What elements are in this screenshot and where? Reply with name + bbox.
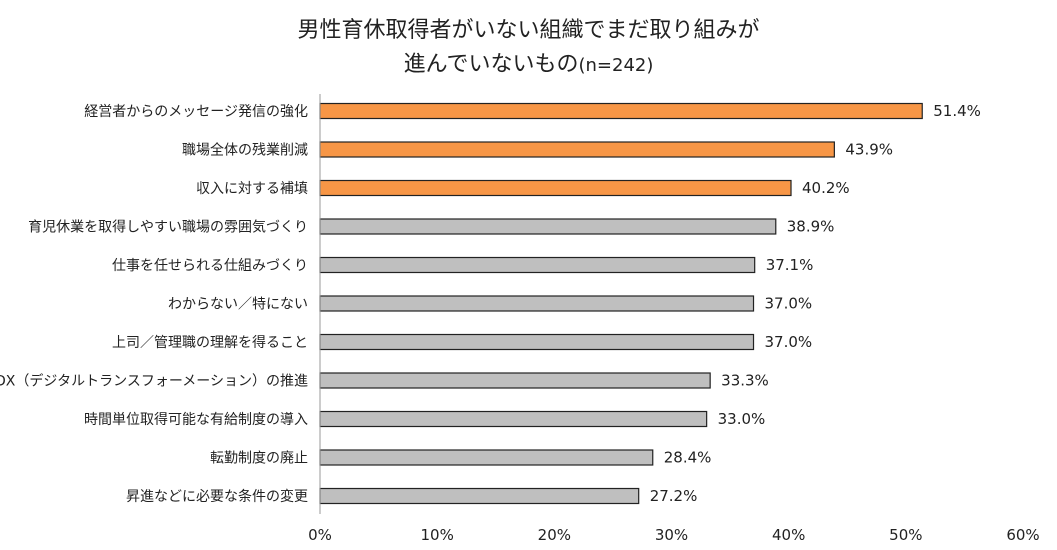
value-label: 27.2% bbox=[650, 487, 698, 505]
bar bbox=[319, 410, 708, 428]
value-label: 28.4% bbox=[664, 449, 712, 467]
value-label: 33.0% bbox=[718, 410, 766, 428]
category-label: 昇進などに必要な条件の変更 bbox=[126, 488, 308, 505]
chart-title-line2: 進んでいないもの(n=242) bbox=[0, 46, 1057, 78]
value-label: 33.3% bbox=[721, 372, 769, 390]
x-tick-label: 30% bbox=[655, 526, 688, 544]
x-tick-label: 0% bbox=[308, 526, 332, 544]
category-label: 収入に対する補填 bbox=[196, 181, 308, 197]
category-label: 経営者からのメッセージ発信の強化 bbox=[84, 104, 308, 120]
category-label: わからない／特にない bbox=[168, 297, 308, 313]
value-label: 51.4% bbox=[933, 102, 981, 120]
value-label: 37.0% bbox=[765, 333, 813, 351]
category-label: DX（デジタルトランスフォーメーション）の推進 bbox=[0, 373, 308, 390]
x-tick-label: 20% bbox=[538, 526, 571, 544]
bar bbox=[319, 102, 923, 120]
bar bbox=[319, 295, 755, 312]
value-label: 40.2% bbox=[802, 179, 850, 197]
chart-title-line1: 男性育休取得者がいない組織でまだ取り組みが bbox=[297, 18, 760, 43]
value-label: 37.1% bbox=[766, 256, 814, 274]
chart-title-line2-text: 進んでいないもの bbox=[403, 52, 579, 77]
category-label: 育児休業を取得しやすい職場の雰囲気づくり bbox=[28, 219, 308, 236]
category-label: 仕事を任せられる仕組みづくり bbox=[112, 258, 308, 274]
category-label: 転勤制度の廃止 bbox=[210, 450, 308, 467]
bar bbox=[319, 449, 654, 466]
bar bbox=[319, 487, 640, 505]
value-label: 38.9% bbox=[787, 218, 835, 236]
bar bbox=[319, 256, 756, 274]
bar bbox=[319, 372, 711, 389]
x-tick-label: 40% bbox=[772, 526, 805, 544]
value-label: 43.9% bbox=[845, 141, 893, 159]
x-tick-label: 60% bbox=[1006, 526, 1039, 544]
x-tick-label: 10% bbox=[420, 526, 453, 544]
bar bbox=[319, 141, 835, 158]
bar bbox=[319, 179, 792, 197]
category-label: 時間単位取得可能な有給制度の導入 bbox=[84, 411, 308, 428]
bar bbox=[319, 333, 755, 351]
x-tick-label: 50% bbox=[889, 526, 922, 544]
value-label: 37.0% bbox=[765, 295, 813, 313]
category-label: 職場全体の残業削減 bbox=[182, 142, 308, 159]
category-label: 上司／管理職の理解を得ること bbox=[112, 334, 308, 351]
chart-title-sample-size: (n=242) bbox=[578, 55, 654, 76]
bar bbox=[319, 218, 777, 235]
